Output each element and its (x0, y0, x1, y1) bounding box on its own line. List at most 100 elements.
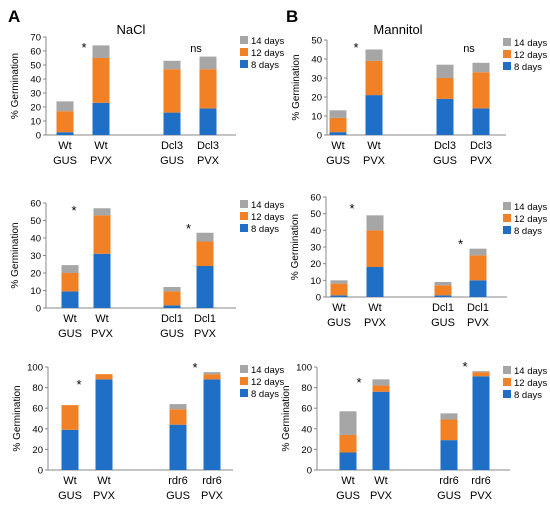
y-tick-label: 60 (32, 404, 43, 415)
bar-segment (440, 440, 458, 470)
x-category-label: Wt (97, 475, 110, 487)
legend-swatch (503, 38, 511, 46)
y-tick-label: 30 (30, 89, 41, 100)
chart-panel: 0 20 40 60 80 100 % Germination Wt GUS Wt PVX rdr6 G… (12, 360, 285, 502)
bar-segment (203, 379, 221, 470)
x-category-label: PVX (363, 155, 386, 167)
bar-segment (339, 411, 357, 435)
bar-segment (163, 291, 181, 306)
y-tick-label: 40 (311, 55, 322, 66)
y-tick-label: 10 (30, 286, 41, 297)
legend-swatch (503, 214, 511, 222)
chart-panel: 0 20 40 60 80 100 % Germination Wt GUS Wt PVX rdr6 G… (281, 359, 548, 502)
legend-swatch (503, 202, 511, 210)
legend-label: 8 days (251, 60, 279, 71)
bar-segment (440, 419, 458, 441)
y-tick-label: 20 (32, 445, 43, 456)
y-tick-label: 30 (30, 251, 41, 262)
bar-segment (372, 391, 390, 470)
y-axis-label: % Germination (290, 214, 301, 280)
x-category-label: GUS (53, 155, 77, 167)
y-tick-label: 60 (30, 47, 41, 58)
y-tick-label: 0 (36, 304, 41, 315)
bar-segment (163, 305, 181, 308)
bar-segment (93, 215, 111, 254)
bar-segment (472, 72, 490, 109)
bar-segment (339, 452, 357, 470)
bar-segment (472, 108, 490, 135)
bar-segment (95, 374, 113, 380)
legend-swatch (240, 36, 248, 44)
y-tick-label: 100 (296, 363, 312, 374)
y-tick-label: 10 (310, 276, 321, 287)
x-category-label: Wt (63, 475, 76, 487)
y-tick-label: 80 (301, 383, 312, 394)
x-category-label: Wt (368, 302, 381, 314)
bar-segment (61, 273, 79, 292)
y-tick-label: 0 (38, 466, 43, 477)
legend-swatch (240, 224, 248, 232)
bar-segment (472, 372, 490, 377)
bar-segment (61, 265, 79, 273)
bar-segment (196, 232, 214, 242)
x-category-label: Dcl3 (161, 140, 183, 152)
y-tick-label: 50 (30, 61, 41, 72)
bar-segment (95, 379, 113, 470)
y-axis-label: % Germination (12, 385, 23, 451)
x-category-label: Wt (95, 313, 108, 325)
x-category-label: Dcl1 (194, 313, 216, 325)
x-category-label: Dcl1 (161, 313, 183, 325)
legend-label: 8 days (514, 390, 542, 401)
bar-segment (372, 385, 390, 392)
bar-segment (330, 295, 348, 297)
x-category-label: GUS (433, 155, 457, 167)
legend-label: 8 days (514, 226, 542, 237)
bar-segment (436, 98, 454, 135)
legend-label: 8 days (251, 224, 279, 235)
bar-segment (329, 132, 347, 135)
x-category-label: PVX (93, 490, 116, 502)
y-axis-label: % Germination (10, 222, 21, 288)
bar-segment (472, 371, 490, 373)
legend-swatch (240, 48, 248, 56)
bar-segment (469, 248, 487, 256)
y-tick-label: 20 (301, 445, 312, 456)
significance-annotation: * (192, 360, 197, 375)
bar-segment (434, 282, 452, 286)
legend-swatch (240, 377, 248, 385)
bar-segment (61, 429, 79, 470)
x-category-label: rdr6 (439, 475, 459, 487)
x-category-label: GUS (160, 155, 184, 167)
bar-segment (365, 95, 383, 135)
x-category-label: Dcl1 (467, 302, 489, 314)
y-tick-label: 50 (30, 216, 41, 227)
legend-swatch (240, 389, 248, 397)
x-category-label: PVX (201, 490, 224, 502)
bar-segment (92, 45, 110, 58)
y-tick-label: 30 (311, 74, 322, 85)
legend-swatch (503, 390, 511, 398)
significance-annotation: * (186, 221, 191, 236)
y-tick-label: 80 (32, 383, 43, 394)
x-category-label: GUS (326, 155, 350, 167)
x-category-label: GUS (166, 490, 190, 502)
legend-label: 12 days (251, 377, 285, 388)
legend-label: 14 days (514, 38, 548, 49)
y-tick-label: 60 (310, 193, 321, 204)
significance-annotation: * (349, 201, 354, 216)
x-category-label: Dcl3 (434, 140, 456, 152)
x-category-label: GUS (437, 490, 461, 502)
bar-segment (436, 78, 454, 99)
bar-segment (163, 112, 181, 135)
x-category-label: PVX (470, 490, 493, 502)
bar-segment (56, 132, 74, 135)
bar-segment (436, 64, 454, 78)
legend-swatch (503, 62, 511, 70)
legend-label: 14 days (514, 202, 548, 213)
legend-swatch (503, 366, 511, 374)
legend-label: 12 days (514, 378, 548, 389)
significance-annotation: * (76, 377, 81, 392)
x-category-label: PVX (364, 317, 387, 329)
x-category-label: rdr6 (168, 475, 188, 487)
bar-segment (365, 49, 383, 61)
